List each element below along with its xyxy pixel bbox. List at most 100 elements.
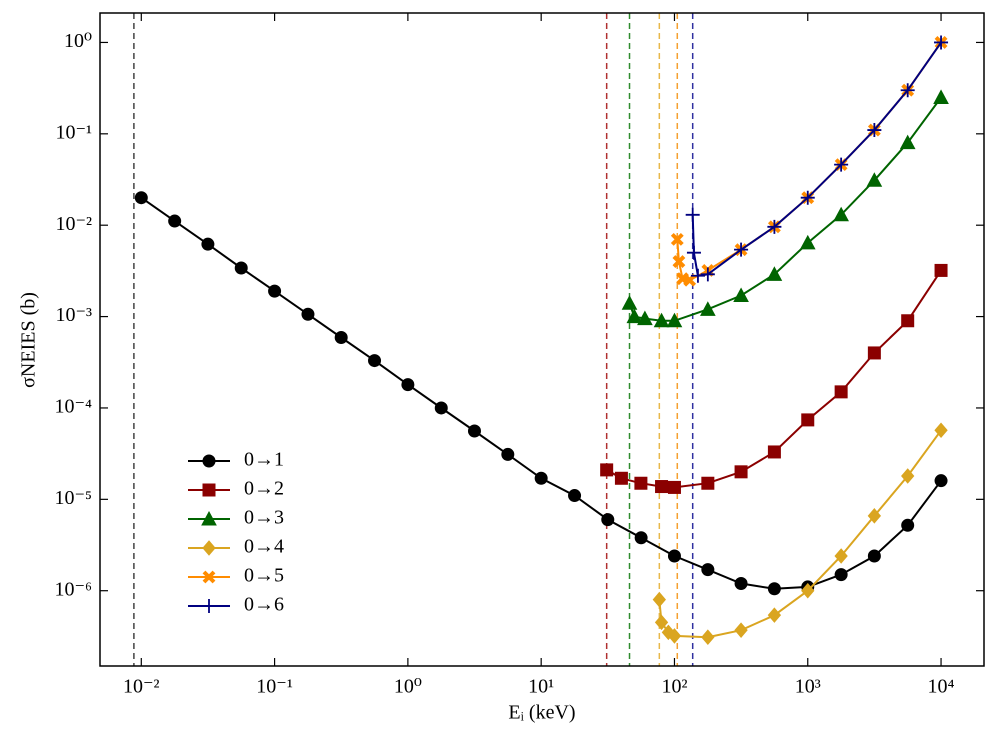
marker: [670, 232, 684, 246]
marker: [667, 549, 681, 563]
marker: [834, 548, 848, 564]
y-tick-label: 10⁻³: [55, 304, 92, 326]
marker: [767, 607, 782, 623]
marker: [368, 354, 382, 368]
marker: [933, 89, 949, 104]
marker: [690, 268, 705, 283]
marker: [901, 314, 915, 328]
marker: [800, 190, 815, 205]
marker: [901, 518, 915, 532]
marker: [701, 476, 715, 490]
marker: [667, 480, 681, 494]
marker: [734, 465, 748, 479]
marker: [234, 261, 248, 275]
marker: [766, 266, 783, 281]
marker: [767, 445, 781, 459]
marker: [401, 378, 415, 392]
marker: [701, 629, 715, 645]
plot-area: [133, 13, 949, 666]
marker: [866, 172, 883, 187]
marker: [626, 308, 643, 324]
marker: [834, 568, 848, 582]
x-tick-label: 10⁰: [394, 676, 422, 698]
legend-label: 0→6: [244, 594, 284, 616]
marker: [867, 123, 882, 138]
legend-label: 0→4: [244, 536, 284, 558]
marker: [268, 284, 282, 298]
y-tick-label: 10⁻⁵: [54, 487, 92, 509]
legend-label: 0→3: [244, 507, 284, 529]
marker: [867, 549, 881, 563]
marker: [833, 206, 849, 222]
y-tick-label: 10⁻¹: [55, 121, 92, 143]
marker: [652, 591, 666, 608]
y-axis-label: σNEIES (b): [18, 292, 40, 388]
marker: [901, 468, 915, 484]
marker: [534, 471, 548, 485]
y-tick-label: 10⁻²: [55, 213, 92, 235]
marker: [202, 540, 216, 556]
marker: [801, 413, 815, 427]
x-tick-label: 10³: [795, 676, 821, 698]
marker: [134, 191, 148, 205]
marker: [801, 582, 815, 599]
marker: [934, 35, 949, 50]
x-tick-label: 10⁻¹: [256, 676, 293, 698]
marker: [600, 463, 614, 477]
plot-frame: [99, 12, 985, 667]
marker: [672, 255, 686, 268]
marker: [667, 628, 682, 644]
marker: [734, 242, 749, 257]
y-tick-label: 10⁻⁴: [54, 396, 92, 418]
marker: [685, 207, 700, 222]
marker: [434, 401, 448, 415]
x-tick-label: 10⁻²: [123, 676, 160, 698]
marker: [867, 508, 882, 524]
marker: [686, 245, 701, 260]
marker: [733, 287, 749, 303]
marker: [834, 385, 848, 399]
marker: [168, 214, 182, 228]
marker: [683, 273, 697, 287]
series-line: [140, 196, 942, 590]
marker: [767, 219, 782, 234]
marker: [601, 513, 615, 527]
marker: [501, 447, 515, 461]
marker: [934, 474, 948, 488]
marker: [900, 83, 915, 98]
marker: [653, 312, 670, 328]
marker: [202, 483, 216, 497]
marker: [934, 422, 948, 439]
marker: [934, 263, 948, 277]
marker: [201, 510, 217, 526]
marker: [734, 622, 748, 638]
marker: [621, 295, 638, 310]
marker: [654, 614, 669, 631]
marker: [634, 531, 648, 545]
marker: [700, 301, 716, 316]
series-line: [628, 96, 942, 322]
marker: [634, 476, 648, 490]
marker: [834, 157, 849, 172]
marker: [301, 307, 315, 321]
marker: [767, 582, 781, 596]
legend-label: 0→1: [244, 449, 284, 471]
marker: [655, 480, 669, 494]
marker: [899, 134, 916, 150]
marker: [799, 234, 816, 250]
marker: [867, 346, 881, 360]
marker: [734, 576, 748, 590]
y-tick-label: 10⁰: [64, 30, 92, 52]
marker: [700, 267, 715, 282]
legend-label: 0→5: [244, 565, 284, 587]
marker: [201, 237, 215, 251]
y-tick-label: 10⁻⁶: [54, 578, 92, 600]
marker: [614, 471, 628, 485]
marker: [637, 310, 653, 326]
marker: [202, 570, 216, 584]
x-tick-label: 10⁴: [928, 676, 955, 698]
marker: [568, 489, 582, 503]
x-axis-label: Eᵢ (keV): [508, 702, 575, 724]
